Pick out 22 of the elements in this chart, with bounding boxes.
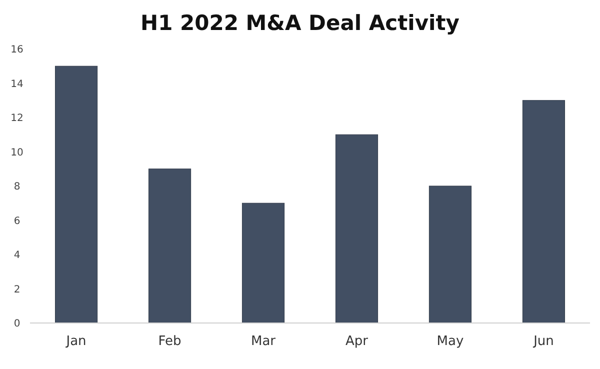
y-tick-label: 2 xyxy=(14,284,20,296)
bar xyxy=(335,134,378,324)
x-tick-label: Feb xyxy=(158,334,182,349)
x-tick-label: Apr xyxy=(345,334,369,349)
y-tick-label: 0 xyxy=(14,318,20,330)
bar xyxy=(148,168,192,324)
x-tick-label: May xyxy=(436,334,464,349)
y-tick-label: 4 xyxy=(14,250,20,261)
y-tick-label: 6 xyxy=(14,216,20,227)
bar xyxy=(54,66,98,324)
x-tick-label: Mar xyxy=(250,334,276,349)
y-tick-label: 16 xyxy=(10,44,24,56)
y-tick-label: 8 xyxy=(14,182,20,192)
x-tick-label: Jun xyxy=(532,334,554,349)
y-tick-label: 14 xyxy=(10,78,24,90)
y-tick-label: 12 xyxy=(10,113,24,124)
chart-title: H1 2022 M&A Deal Activity xyxy=(140,11,460,35)
bar xyxy=(428,186,472,324)
bar xyxy=(522,100,566,324)
y-tick-label: 10 xyxy=(10,147,24,158)
bar xyxy=(242,202,285,324)
x-tick-label: Jan xyxy=(65,334,86,349)
